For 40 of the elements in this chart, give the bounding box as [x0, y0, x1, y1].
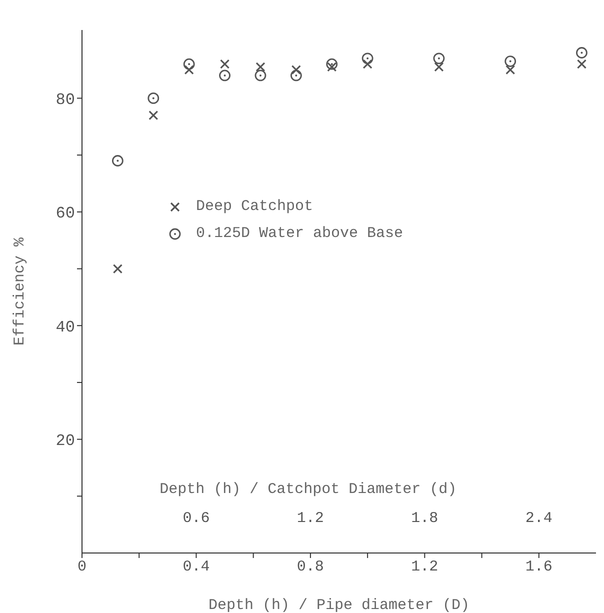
x2-tick-label: 2.4	[525, 510, 552, 527]
point	[434, 62, 444, 72]
point	[291, 64, 301, 75]
point	[112, 155, 124, 166]
x-tick-label: 1.6	[525, 558, 552, 576]
point	[112, 264, 122, 274]
point	[506, 64, 516, 75]
point	[183, 58, 195, 70]
y-tick-label: 40	[56, 318, 75, 336]
point	[326, 58, 338, 70]
point	[220, 59, 230, 69]
y-tick-label: 80	[56, 90, 75, 109]
point	[290, 70, 302, 82]
point	[219, 70, 230, 82]
x2-axis-title: Depth (h) / Catchpot Diameter (d)	[160, 481, 457, 498]
x-tick-label: 0	[77, 558, 87, 576]
point	[148, 92, 160, 104]
legend-label: 0.125D Water above Base	[196, 225, 404, 242]
x2-tick-label: 0.6	[182, 510, 210, 527]
x2-tick-label: 1.2	[296, 510, 324, 527]
y-tick-label: 60	[56, 204, 75, 223]
point	[576, 59, 587, 69]
x-axis-title: Depth (h) / Pipe diameter (D)	[208, 597, 470, 613]
y-axis-title: Efficiency %	[11, 236, 28, 346]
point	[184, 64, 194, 75]
x-tick-label: 1.2	[411, 558, 438, 576]
point	[362, 52, 374, 64]
point	[504, 56, 516, 67]
x2-tick-label: 1.8	[411, 510, 438, 527]
point	[148, 110, 158, 120]
x-tick-label: 0.8	[296, 558, 324, 576]
point	[433, 52, 445, 64]
point	[362, 59, 372, 69]
point	[256, 62, 266, 72]
point	[576, 47, 588, 58]
x-tick-label: 0.4	[182, 558, 210, 576]
y-tick-label: 20	[56, 432, 75, 450]
legend-label: Deep Catchpot	[196, 198, 314, 215]
point	[327, 62, 337, 72]
point	[254, 70, 266, 82]
